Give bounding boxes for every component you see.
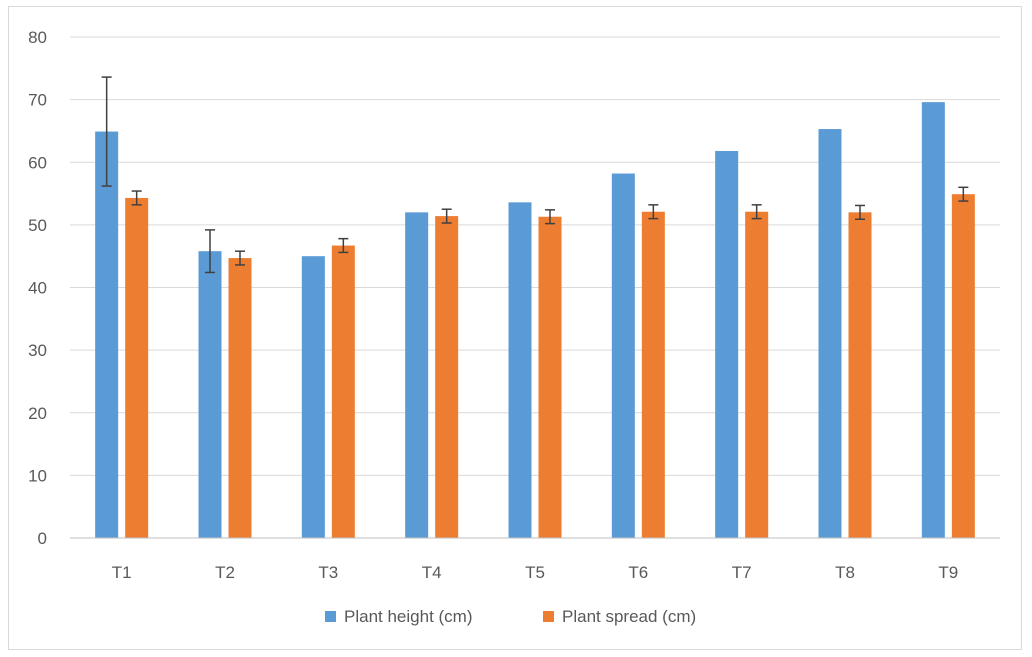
legend-label-plant-height: Plant height (cm) bbox=[344, 607, 473, 626]
x-tick-label: T4 bbox=[422, 563, 442, 582]
bar-plant-height bbox=[715, 150, 739, 539]
y-tick-label: 70 bbox=[28, 91, 47, 110]
bar-plant-spread bbox=[125, 197, 149, 539]
gridlines bbox=[70, 36, 1000, 476]
x-tick-label: T5 bbox=[525, 563, 545, 582]
bar-plant-height bbox=[95, 131, 119, 538]
x-tick-label: T3 bbox=[318, 563, 338, 582]
bar-plant-height bbox=[405, 212, 429, 538]
x-tick-label: T8 bbox=[835, 563, 855, 582]
bar-plant-height bbox=[921, 102, 945, 538]
bar-plant-spread bbox=[951, 194, 975, 538]
bar-plant-spread bbox=[331, 245, 355, 538]
x-tick-label: T2 bbox=[215, 563, 235, 582]
y-tick-label: 30 bbox=[28, 341, 47, 360]
y-tick-label: 60 bbox=[28, 153, 47, 172]
x-tick-label: T1 bbox=[112, 563, 132, 582]
axes: 0 10 20 30 40 50 60 70 80 T1 T2 T3 T4 T5 T6 T7 T8 T9 bbox=[28, 28, 1000, 582]
bar-plant-spread bbox=[641, 211, 665, 538]
legend-swatch-plant-height bbox=[325, 611, 336, 622]
y-tick-label: 0 bbox=[38, 529, 47, 548]
bar-plant-height bbox=[818, 129, 842, 538]
y-tick-label: 50 bbox=[28, 216, 47, 235]
y-tick-label: 40 bbox=[28, 279, 47, 298]
y-tick-label: 20 bbox=[28, 404, 47, 423]
bar-plant-spread bbox=[435, 216, 459, 539]
legend: Plant height (cm) Plant spread (cm) bbox=[325, 607, 696, 626]
bar-plant-spread bbox=[745, 211, 769, 538]
x-tick-label: T9 bbox=[938, 563, 958, 582]
bar-plant-spread bbox=[848, 212, 872, 538]
legend-label-plant-spread: Plant spread (cm) bbox=[562, 607, 696, 626]
x-tick-label: T6 bbox=[628, 563, 648, 582]
bar-plant-spread bbox=[228, 258, 252, 538]
bar-plant-height bbox=[301, 256, 325, 538]
y-tick-label: 10 bbox=[28, 466, 47, 485]
bar-plant-height bbox=[611, 173, 635, 538]
bars bbox=[95, 102, 975, 539]
bar-plant-height bbox=[198, 251, 222, 539]
bar-plant-spread bbox=[538, 216, 562, 538]
legend-swatch-plant-spread bbox=[543, 611, 554, 622]
y-tick-label: 80 bbox=[28, 28, 47, 47]
error-bars bbox=[101, 76, 969, 274]
x-tick-label: T7 bbox=[732, 563, 752, 582]
bar-plant-height bbox=[508, 202, 532, 538]
